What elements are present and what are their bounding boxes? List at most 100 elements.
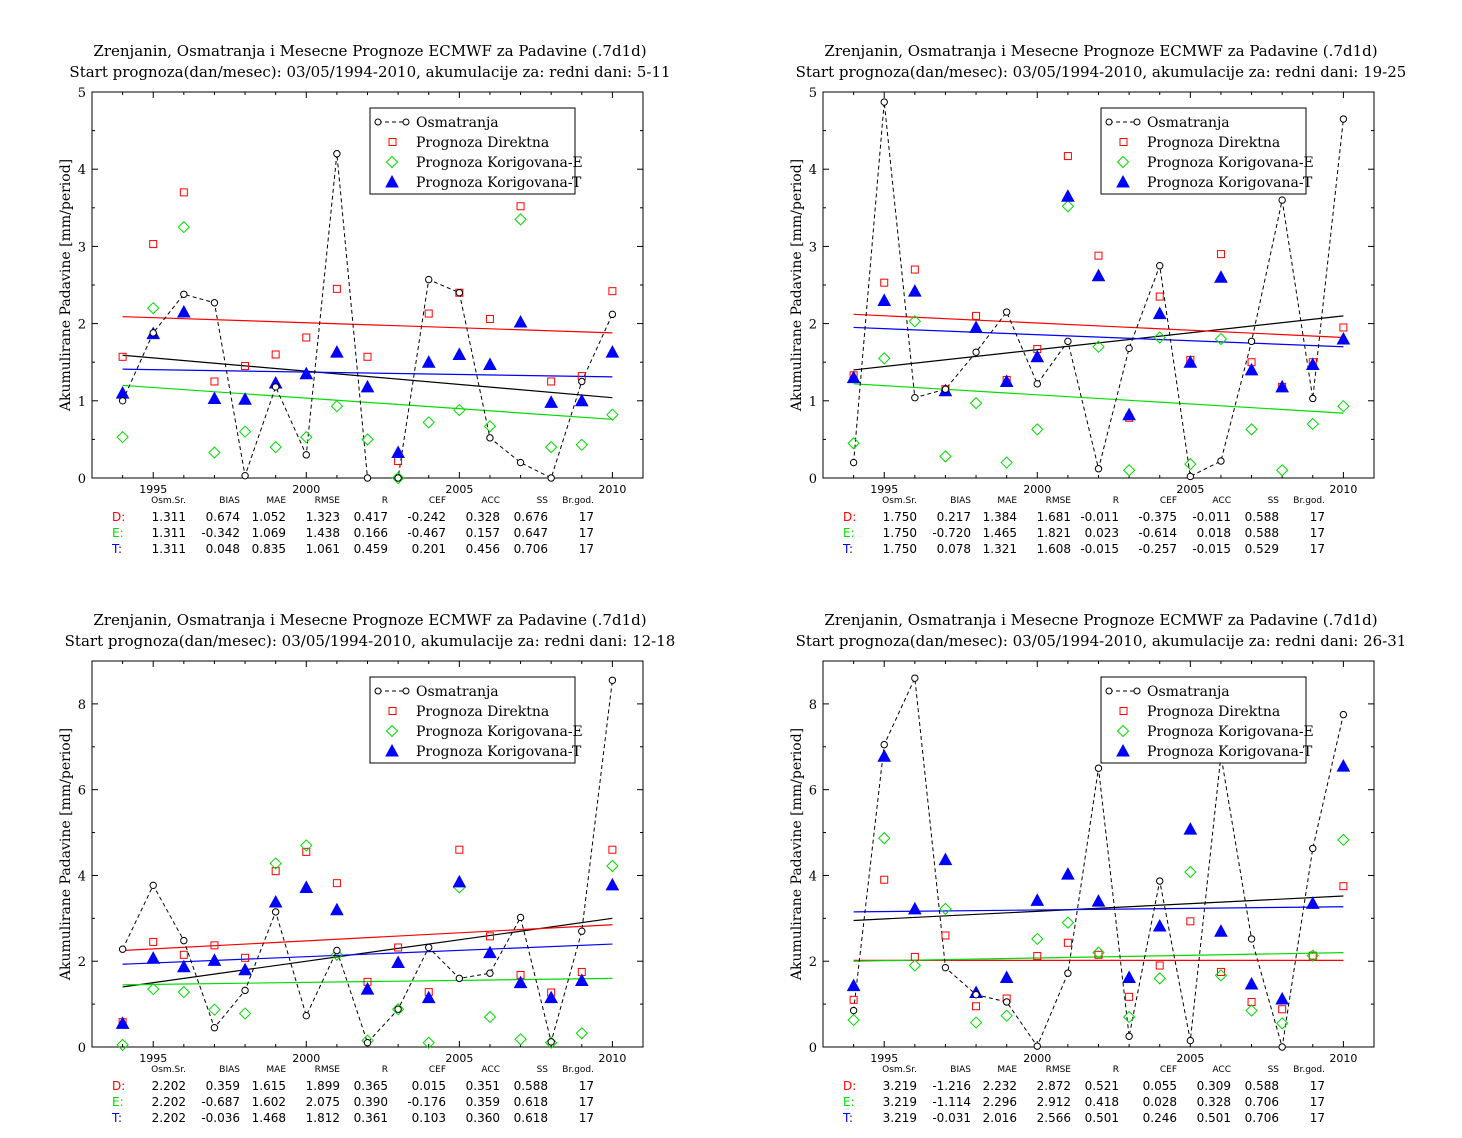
corrected-e-point <box>514 1033 527 1046</box>
y-tick-label: 8 <box>78 698 86 713</box>
stat-header: SS <box>1267 1065 1279 1075</box>
stat-value: -0.687 <box>201 1095 240 1109</box>
corrected-e-point <box>939 450 952 463</box>
obs-point <box>1247 935 1256 943</box>
stat-value: 2.566 <box>1036 1111 1071 1125</box>
stat-value: 0.588 <box>1244 510 1279 524</box>
direct-point <box>394 943 403 952</box>
legend-label: Prognoza Korigovana-T <box>416 175 582 191</box>
obs-series-line <box>122 153 613 479</box>
corrected-t-point <box>391 955 405 969</box>
stat-value: 0.390 <box>353 1095 388 1109</box>
corrected-t-point <box>1091 268 1106 282</box>
legend-corrected-t-marker <box>385 174 399 188</box>
stat-header: BIAS <box>219 1065 240 1075</box>
legend-label: Osmatranja <box>416 115 499 131</box>
stat-value: 0.157 <box>465 526 500 540</box>
trend-line-E <box>122 384 613 420</box>
obs-point <box>425 275 433 284</box>
stat-row-label: E: <box>112 526 124 540</box>
stat-value: 0.674 <box>205 510 240 524</box>
obs-point <box>1278 196 1286 204</box>
stat-value: 0.359 <box>465 1095 500 1109</box>
corrected-t-point <box>999 970 1014 984</box>
y-tick-label: 2 <box>809 955 817 970</box>
chart-subtitle: Start prognoza(dan/mesec): 03/05/1994-20… <box>64 632 676 650</box>
obs-point <box>333 946 341 955</box>
corrected-t-point <box>1214 924 1228 937</box>
obs-point <box>911 394 919 402</box>
direct-point <box>880 278 889 287</box>
stats-table: Osm.Sr. BIAS MAE RMSE R CEF ACC SS Br.go… <box>86 1065 594 1126</box>
stat-value: 1.323 <box>305 510 340 524</box>
obs-point <box>578 377 586 386</box>
corrected-t-point <box>1091 894 1106 907</box>
stat-value: -0.011 <box>1080 510 1119 524</box>
obs-point <box>880 740 888 749</box>
stat-value: -0.031 <box>932 1111 971 1125</box>
y-tick-label: 2 <box>78 318 86 333</box>
stat-value: 0.015 <box>411 1079 446 1093</box>
trend-line-obs <box>853 895 1344 922</box>
x-tick-label: 2005 <box>445 483 473 496</box>
stat-value: 17 <box>578 1095 594 1109</box>
stat-value: 0.023 <box>1084 526 1119 540</box>
obs-point <box>941 385 950 393</box>
chart-panel: 0 1 2 3 4 5 1995 2000 2005 2010 Akumulirane Padavi… <box>0 0 731 569</box>
stat-header: MAE <box>997 496 1017 506</box>
x-tick-label: 2010 <box>1329 483 1357 496</box>
stat-value: 0.328 <box>1196 1095 1231 1109</box>
stat-value: 0.246 <box>1142 1111 1177 1125</box>
corrected-e-point <box>1214 332 1228 346</box>
stat-value: -0.036 <box>201 1111 240 1125</box>
corrected-t-point <box>513 315 528 328</box>
corrected-e-point <box>969 1016 983 1029</box>
corrected-t-point <box>360 982 375 995</box>
stat-header: RMSE <box>314 496 340 506</box>
y-tick-label: 0 <box>78 1041 86 1056</box>
stat-value: -0.720 <box>932 526 971 540</box>
obs-point <box>1002 308 1011 316</box>
stat-value: 2.232 <box>982 1079 1017 1093</box>
legend-label: Prognoza Direktna <box>1147 704 1280 720</box>
obs-point <box>1125 344 1133 353</box>
corrected-e-point <box>300 839 313 852</box>
stat-value: 0.835 <box>251 542 286 556</box>
corrected-e-point <box>908 959 922 972</box>
obs-point <box>972 990 980 999</box>
legend-label: Osmatranja <box>416 684 499 700</box>
direct-point <box>179 950 188 959</box>
stat-header: RMSE <box>1045 496 1071 506</box>
stat-row-label: D: <box>843 1079 857 1093</box>
stat-value: 17 <box>1309 526 1325 540</box>
corrected-t-point <box>1030 893 1045 906</box>
corrected-e-point <box>238 425 252 438</box>
obs-point <box>1156 262 1164 270</box>
corrected-t-point <box>421 990 436 1004</box>
stat-header: Osm.Sr. <box>882 496 917 506</box>
stat-header: Osm.Sr. <box>151 1065 186 1075</box>
corrected-t-point <box>907 284 922 297</box>
corrected-t-point <box>238 392 252 405</box>
stat-header: CEF <box>428 1065 446 1075</box>
stat-value: 0.078 <box>936 542 971 556</box>
corrected-e-point <box>575 1027 588 1040</box>
corrected-t-point <box>207 953 222 966</box>
stat-value: 2.296 <box>982 1095 1017 1109</box>
corrected-t-point <box>1122 407 1136 421</box>
stat-value: 17 <box>578 542 594 556</box>
stat-row-label: E: <box>112 1095 124 1109</box>
stat-header: MAE <box>266 1065 286 1075</box>
stat-header: Br.god. <box>1293 496 1325 506</box>
stat-value: 0.166 <box>353 526 388 540</box>
stat-header: RMSE <box>314 1065 340 1075</box>
corrected-t-point <box>1305 896 1320 909</box>
corrected-t-point <box>1275 991 1290 1005</box>
stat-value: 1.821 <box>1036 526 1071 540</box>
obs-point <box>1309 394 1317 403</box>
corrected-t-point <box>330 345 344 358</box>
legend-direct-marker <box>388 707 397 715</box>
direct-point <box>332 879 341 888</box>
stat-value: 17 <box>578 526 594 540</box>
direct-point <box>849 995 858 1004</box>
